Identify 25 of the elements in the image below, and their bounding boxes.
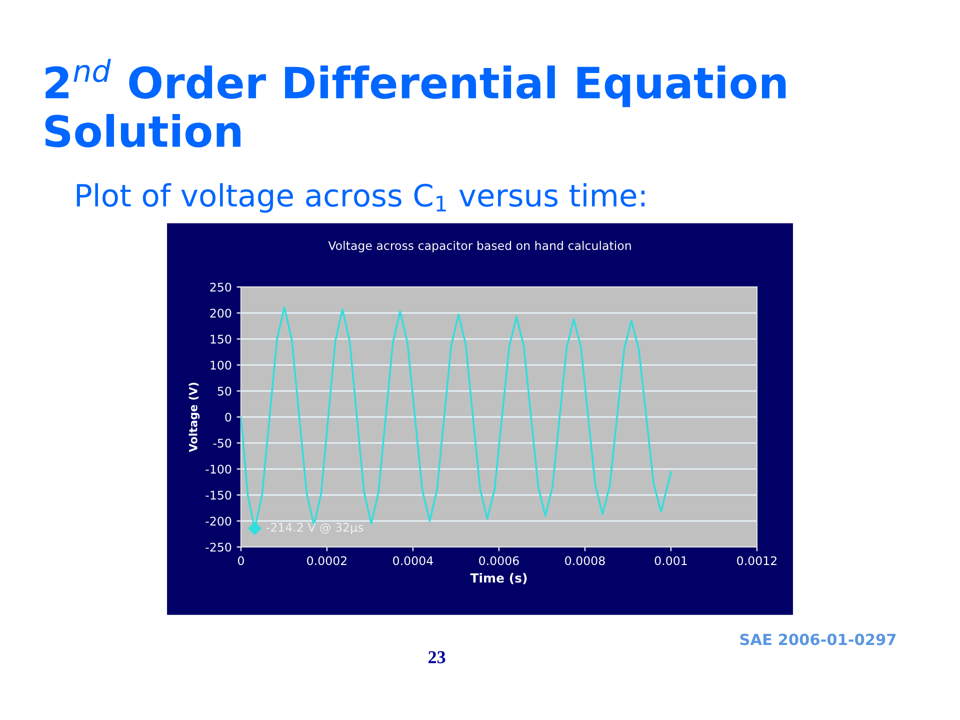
x-tick-label: 0.0002 xyxy=(307,556,346,566)
x-tick-label: 0 xyxy=(238,556,244,566)
text: 23 xyxy=(428,651,446,664)
x-tick-label: 0.0006 xyxy=(479,556,519,566)
text: Plot of voltage across C$_{1}$ versus time: xyxy=(76,183,645,213)
y-tick-label: -150 xyxy=(206,490,232,500)
y-tick-label: -50 xyxy=(213,438,232,448)
y-tick-label: 200 xyxy=(210,308,232,318)
y-tick-label: 50 xyxy=(218,386,232,396)
y-axis-title: Voltage (V) xyxy=(188,382,200,452)
y-tick-label: -100 xyxy=(206,464,232,474)
x-axis-title: Time (s) xyxy=(470,572,527,584)
text: 2$^{nd}$ Order Differential Equation Solution xyxy=(45,58,786,148)
x-tick-label: 0.001 xyxy=(654,556,687,566)
y-tick-label: 250 xyxy=(210,282,232,292)
y-tick-label: 100 xyxy=(210,360,232,370)
y-tick-label: -250 xyxy=(206,542,232,552)
y-tick-label: 150 xyxy=(210,334,232,344)
y-tick-label: 0 xyxy=(225,412,232,422)
y-tick-label: -200 xyxy=(206,516,232,526)
text: SAE 2006-01-0297 xyxy=(740,634,896,646)
x-tick-label: 0.0004 xyxy=(393,556,433,566)
x-tick-label: 0.0008 xyxy=(565,556,605,566)
chart-title: Voltage across capacitor based on hand calculation xyxy=(328,240,631,252)
x-tick-label: 0.0012 xyxy=(737,556,776,566)
